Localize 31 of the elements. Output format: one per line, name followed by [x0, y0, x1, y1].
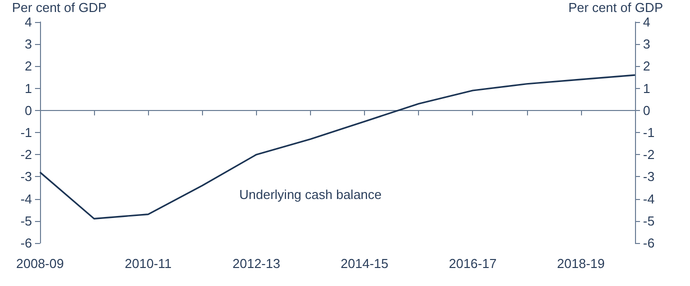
y-tick-label: -1	[20, 125, 32, 140]
x-tick-label: 2008-09	[16, 256, 64, 271]
y2-tick-label: 0	[643, 102, 650, 118]
y2-tick-label: 3	[643, 36, 650, 52]
x-tick-label: 2012-13	[232, 256, 280, 271]
y-tick-label: 1	[24, 80, 32, 96]
y2-tick-label: 4	[643, 14, 650, 30]
y2-tick-label: 2	[643, 58, 650, 74]
series-label: Underlying cash balance	[239, 186, 382, 202]
y-tick-label: 0	[24, 102, 32, 118]
y-tick-label: 3	[24, 36, 32, 52]
y-tick-label: 2	[24, 58, 32, 74]
x-tick-label: 2014-15	[340, 256, 388, 271]
y-axis-title: Per cent of GDP	[12, 0, 107, 15]
y2-tick-label: -1	[643, 125, 655, 140]
y2-tick-label: -3	[643, 169, 655, 184]
x-tick-label: 2010-11	[124, 256, 172, 271]
y2-tick-label: -4	[643, 191, 655, 206]
y2-axis-title: Per cent of GDP	[568, 0, 663, 15]
y2-tick-label: 1	[643, 80, 650, 96]
y2-tick-label: -2	[643, 147, 655, 162]
x-tick-label: 2016-17	[448, 256, 497, 271]
y-tick-label: -4	[20, 191, 32, 206]
y-tick-label: -5	[20, 213, 32, 228]
y-tick-label: -6	[20, 236, 32, 250]
y-tick-label: -2	[20, 147, 32, 162]
x-tick-label: 2018-19	[557, 256, 605, 271]
y-tick-label: -3	[20, 169, 32, 184]
y2-tick-label: -6	[643, 236, 655, 250]
y-tick-label: 4	[24, 14, 32, 30]
y2-tick-label: -5	[643, 213, 655, 228]
